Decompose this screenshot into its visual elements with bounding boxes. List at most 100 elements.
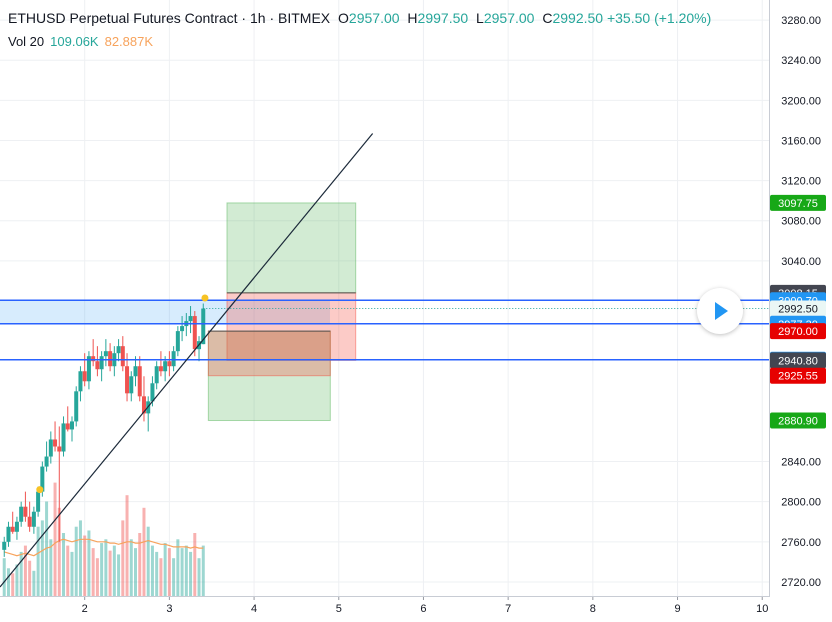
high-value: 2997.50 [417, 10, 469, 26]
volume-bar [95, 558, 99, 596]
candle-body [154, 366, 159, 384]
interval[interactable]: 1h [249, 10, 266, 26]
volume-bar [74, 526, 78, 596]
support-zone-fill [0, 300, 330, 324]
play-icon [715, 302, 728, 320]
price-axis-tick: 3160.00 [781, 135, 821, 147]
time-axis-tick: 7 [505, 603, 511, 615]
volume-bar [62, 533, 66, 596]
volume-bar [176, 539, 180, 596]
volume-bars [2, 482, 205, 596]
low-label: L [476, 10, 484, 26]
candle-body [57, 446, 62, 452]
time-axis-tick: 5 [336, 603, 342, 615]
volume-bar [193, 533, 197, 596]
symbol-header: ETHUSD Perpetual Futures Contract · 1h ·… [8, 10, 711, 26]
candle-body [48, 439, 53, 457]
candle-body [40, 466, 45, 492]
exchange: BITMEX [278, 10, 331, 26]
candle-body [2, 541, 7, 550]
price-axis-tick: 3200.00 [781, 95, 821, 107]
candle-body [23, 506, 28, 517]
candle-body [201, 308, 206, 345]
volume-label[interactable]: Vol 20 [8, 34, 45, 49]
price-label-text: 3097.75 [778, 198, 818, 210]
separator: · [241, 10, 247, 26]
price-axis-tick: 2840.00 [781, 457, 821, 469]
volume-bar [15, 564, 19, 596]
change-value: +35.50 (+1.20%) [606, 10, 712, 26]
volume-bar [40, 520, 44, 596]
volume-ma-line [4, 538, 204, 557]
separator: · [269, 10, 275, 26]
volume-bar [108, 550, 112, 596]
volume-bar [100, 543, 104, 596]
play-button[interactable] [697, 288, 743, 334]
volume-bar [11, 573, 15, 596]
candle-body [19, 506, 24, 522]
time-axis-tick: 10 [756, 603, 768, 615]
price-axis-tick: 3280.00 [781, 15, 821, 27]
marker-dot [201, 294, 209, 302]
position-target-zone [207, 330, 331, 422]
position-target-zone [226, 202, 357, 294]
volume-header: Vol 20 109.06K 82.887K [8, 34, 153, 49]
volume-bar [142, 507, 146, 596]
price-axis-tick: 2720.00 [781, 577, 821, 589]
volume-bar [121, 520, 125, 596]
price-label-box [770, 194, 826, 211]
candle-body [69, 421, 74, 430]
candle-body [163, 361, 168, 372]
volume-bar [32, 570, 36, 596]
candle-body [99, 356, 104, 370]
candle-body [91, 356, 96, 362]
open-value: 2957.00 [348, 10, 400, 26]
volume-bar [189, 551, 193, 596]
candle-body [125, 366, 130, 394]
candle-body [6, 526, 11, 542]
candle-body [116, 346, 121, 354]
price-axis-tick: 2800.00 [781, 497, 821, 509]
price-label-text: 2925.55 [778, 371, 818, 383]
candle-body [137, 366, 142, 397]
price-axis-tick: 3240.00 [781, 55, 821, 67]
price-label-box [770, 412, 826, 429]
price-label-text: 2970.00 [778, 326, 818, 338]
volume-bar [6, 568, 10, 596]
symbol-name[interactable]: ETHUSD Perpetual Futures Contract [8, 10, 238, 26]
close-value: 2992.50 [552, 10, 604, 26]
candle-body [31, 511, 36, 527]
candle-body [175, 331, 180, 352]
volume-bar [125, 495, 129, 596]
trendline [0, 133, 374, 588]
volume-bar [49, 539, 53, 596]
price-label-box [770, 352, 826, 369]
volume-bar [28, 560, 32, 596]
volume-ma-value: 82.887K [104, 34, 154, 49]
time-axis: ay2345678910 [0, 596, 768, 615]
volume-bar [57, 507, 61, 596]
volume-bar [19, 551, 23, 596]
marker-dot [36, 486, 44, 494]
candle-body [27, 516, 32, 527]
volume-bar [163, 543, 167, 596]
position-boxes [207, 202, 357, 422]
candle-body [10, 526, 15, 532]
volume-bar [150, 545, 154, 596]
price-labels: 3097.753008.153000.702992.502977.302970.… [770, 194, 826, 429]
volume-bar [104, 539, 108, 596]
candle-body [167, 361, 172, 367]
time-axis-tick: 8 [590, 603, 596, 615]
markers [36, 294, 209, 494]
candle-body [61, 423, 66, 452]
volume-bar [167, 548, 171, 596]
volume-bar [91, 548, 95, 596]
candle-body [44, 456, 49, 467]
volume-bar [197, 558, 201, 596]
candle-body [86, 356, 91, 382]
candle-body [95, 361, 100, 370]
candle-body [150, 383, 155, 402]
candle-body [120, 346, 125, 367]
volume-bar [117, 554, 121, 596]
